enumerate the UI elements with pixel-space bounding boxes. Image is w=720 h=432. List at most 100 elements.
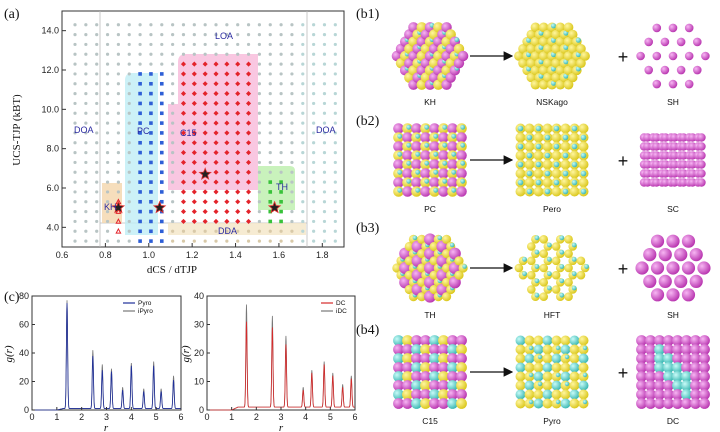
particle xyxy=(415,169,421,175)
state-point xyxy=(268,160,272,165)
particle xyxy=(636,353,647,364)
particle xyxy=(672,389,683,400)
state-point xyxy=(246,159,252,165)
state-point xyxy=(236,23,240,27)
particle xyxy=(672,398,683,409)
state-point xyxy=(246,23,251,27)
state-point xyxy=(191,189,197,195)
particle xyxy=(551,353,562,364)
particle xyxy=(681,344,692,355)
particle xyxy=(567,29,578,40)
particle xyxy=(524,389,535,400)
particle xyxy=(441,263,452,273)
state-point xyxy=(301,23,305,27)
caption-dc: DC xyxy=(667,416,679,426)
particle xyxy=(517,125,524,132)
particle xyxy=(551,150,562,161)
state-point xyxy=(191,218,197,224)
state-point xyxy=(312,42,316,47)
state-point xyxy=(105,200,110,204)
state-point xyxy=(138,91,142,96)
structure-panels: (b1) (b2) (b3) (b4) KH NSKago SH PC Pero… xyxy=(356,7,711,426)
particle xyxy=(393,371,404,382)
particle xyxy=(654,371,665,382)
simulation-star xyxy=(152,200,167,214)
state-point xyxy=(213,159,219,165)
particle xyxy=(569,389,580,400)
state-point xyxy=(116,52,120,56)
state-point xyxy=(159,81,164,86)
phase-ytick-label: 6.0 xyxy=(46,183,59,193)
state-point xyxy=(127,160,131,165)
particle xyxy=(575,37,581,43)
particle xyxy=(429,241,439,252)
state-point xyxy=(159,219,164,224)
state-point xyxy=(181,52,186,56)
phase-diagram: 0.6 0.8 1.0 1.2 1.4 1.6 1.8 4.0 6.0 8.0 10.0 12.0 14… xyxy=(11,10,345,276)
region-label-doa-left: DOA xyxy=(74,125,94,135)
phase-xtick-label: 1.6 xyxy=(273,250,286,260)
state-point xyxy=(116,92,120,96)
particle xyxy=(543,72,553,83)
particle xyxy=(681,371,692,382)
state-point xyxy=(224,218,230,224)
state-point xyxy=(246,239,251,243)
state-point xyxy=(301,52,305,56)
phase-ytick-label: 4.0 xyxy=(46,222,59,232)
particle xyxy=(406,178,412,184)
particle xyxy=(533,362,544,373)
structure-sh-2 xyxy=(635,234,711,302)
particle xyxy=(397,187,403,193)
particle xyxy=(533,335,544,346)
particle xyxy=(564,249,573,258)
particle xyxy=(663,362,674,373)
particle xyxy=(534,249,540,255)
rdf-ytick-label: 10 xyxy=(194,377,204,387)
state-point xyxy=(180,130,187,136)
particle xyxy=(535,179,542,186)
particle xyxy=(438,150,449,161)
particle xyxy=(393,177,404,188)
state-point xyxy=(149,72,153,76)
state-point xyxy=(95,72,99,76)
state-point xyxy=(225,33,229,37)
state-point xyxy=(279,209,283,214)
particle xyxy=(645,398,656,409)
particle xyxy=(533,344,544,355)
particle xyxy=(672,362,683,373)
particle xyxy=(681,398,692,409)
state-point xyxy=(257,42,261,47)
state-point xyxy=(246,229,251,233)
particle xyxy=(515,398,526,409)
state-point xyxy=(235,150,241,156)
state-point xyxy=(224,169,230,175)
state-point xyxy=(290,131,294,135)
state-point xyxy=(257,33,261,37)
particle xyxy=(644,65,653,75)
state-point xyxy=(84,121,88,125)
particle xyxy=(578,141,589,152)
state-point xyxy=(171,111,175,115)
particle xyxy=(559,264,565,269)
state-point xyxy=(180,120,187,126)
particle xyxy=(451,151,457,157)
state-point xyxy=(312,72,316,76)
state-point xyxy=(105,23,110,27)
state-point xyxy=(191,130,197,136)
region-label-kh: KH xyxy=(104,202,117,212)
state-point xyxy=(236,52,240,56)
particle xyxy=(528,345,534,351)
particle xyxy=(681,261,696,275)
state-point xyxy=(95,200,99,204)
particle xyxy=(460,142,466,148)
particle xyxy=(404,270,414,280)
state-point xyxy=(116,160,120,165)
particle xyxy=(451,169,457,175)
state-point xyxy=(333,219,337,224)
particle xyxy=(542,335,553,346)
state-point xyxy=(214,229,218,233)
state-point xyxy=(333,200,337,204)
particle xyxy=(539,235,549,244)
particle xyxy=(538,65,549,76)
particle xyxy=(411,335,422,346)
